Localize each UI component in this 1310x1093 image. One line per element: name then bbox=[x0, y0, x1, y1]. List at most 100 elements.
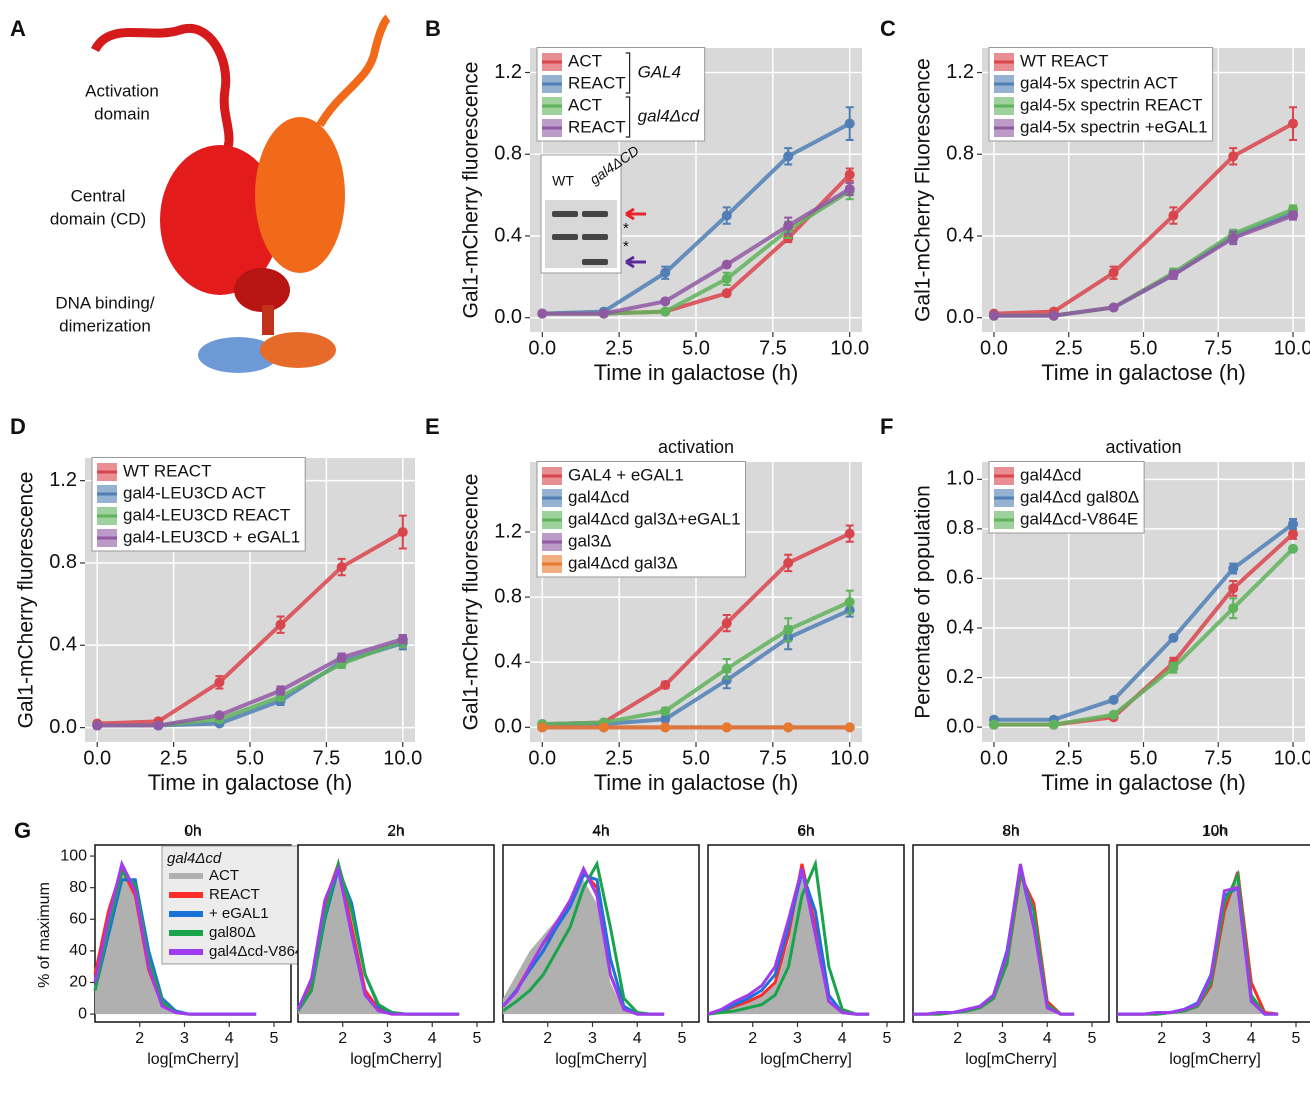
data-point bbox=[1108, 694, 1119, 705]
chart-title: activation bbox=[658, 437, 734, 457]
y-tick-label: 0.8 bbox=[494, 143, 522, 165]
data-point bbox=[660, 722, 671, 733]
inset-label: * bbox=[623, 238, 629, 255]
x-tick-label: 2.5 bbox=[605, 747, 633, 769]
x-axis-title: log[mCherry] bbox=[1169, 1051, 1261, 1068]
blot-band bbox=[552, 211, 578, 217]
dna-binding-shape bbox=[234, 268, 290, 312]
data-point bbox=[92, 720, 103, 731]
y-tick-label: 100 bbox=[60, 847, 87, 864]
facet-title: 4h bbox=[592, 823, 610, 840]
density-line bbox=[501, 865, 665, 1016]
y-tick-label: 1.2 bbox=[49, 469, 77, 491]
legend-title: gal4Δcd bbox=[167, 850, 222, 867]
x-axis-title: Time in galactose (h) bbox=[594, 770, 799, 795]
legend-group-label: GAL4 bbox=[638, 62, 681, 81]
y-tick-label: 1.0 bbox=[946, 468, 974, 490]
data-point bbox=[598, 308, 609, 319]
x-tick-label: 2 bbox=[748, 1030, 757, 1047]
central-domain-shape bbox=[255, 117, 345, 273]
x-tick-label: 5 bbox=[1292, 1030, 1301, 1047]
data-point bbox=[1228, 583, 1239, 594]
legend-label: gal4Δcd-V864E bbox=[209, 943, 313, 960]
x-tick-label: 4 bbox=[1043, 1030, 1052, 1047]
legend-group-label: gal4Δcd bbox=[638, 106, 700, 125]
y-tick-label: 80 bbox=[69, 879, 87, 896]
structure-label: DNA binding/ bbox=[55, 293, 155, 312]
y-tick-label: 0.2 bbox=[946, 666, 974, 688]
x-axis-title: Time in galactose (h) bbox=[594, 360, 799, 385]
data-point bbox=[844, 169, 855, 180]
legend-label: gal4-LEU3CD REACT bbox=[123, 505, 290, 524]
x-axis-title: Time in galactose (h) bbox=[148, 770, 353, 795]
density-line bbox=[93, 859, 257, 1016]
inset-arrow bbox=[625, 255, 646, 269]
density-area bbox=[298, 863, 460, 1015]
density-area bbox=[503, 879, 665, 1015]
legend-box bbox=[988, 46, 1214, 142]
x-tick-label: 10.0 bbox=[1274, 337, 1310, 359]
data-point bbox=[660, 296, 671, 307]
data-point bbox=[1288, 543, 1299, 554]
data-point bbox=[783, 151, 794, 162]
panel-label: F bbox=[880, 414, 893, 439]
structure-label: dimerization bbox=[59, 316, 151, 335]
x-tick-label: 3 bbox=[588, 1030, 597, 1047]
x-axis-title: log[mCherry] bbox=[350, 1051, 442, 1068]
data-point bbox=[537, 308, 548, 319]
density-line bbox=[707, 858, 870, 1016]
x-tick-label: 0.0 bbox=[528, 747, 556, 769]
data-point bbox=[660, 680, 671, 691]
panel-label: D bbox=[10, 414, 26, 439]
blot-band bbox=[582, 234, 608, 240]
x-axis-title: log[mCherry] bbox=[147, 1051, 239, 1068]
data-point bbox=[783, 220, 794, 231]
legend-label: ACT bbox=[568, 95, 602, 114]
data-point bbox=[660, 714, 671, 725]
blot-band bbox=[582, 259, 608, 265]
legend: gal4Δcd gal4Δcd gal80Δ gal4Δcd-V864E bbox=[988, 460, 1145, 534]
density-area bbox=[708, 871, 870, 1015]
x-tick-label: 2.5 bbox=[1055, 337, 1083, 359]
legend-label: REACT bbox=[209, 886, 260, 903]
dna-binding-shape bbox=[260, 332, 336, 368]
data-point bbox=[537, 722, 548, 733]
x-tick-label: 7.5 bbox=[759, 747, 787, 769]
x-tick-label: 2 bbox=[543, 1030, 552, 1047]
data-point bbox=[721, 722, 732, 733]
x-tick-label: 0.0 bbox=[980, 337, 1008, 359]
facet-title: 2h bbox=[387, 823, 405, 840]
data-point bbox=[1288, 518, 1299, 529]
data-point bbox=[844, 118, 855, 129]
legend: ACT REACT ACT REACT GAL4 gal4Δcd bbox=[536, 46, 706, 142]
data-point bbox=[721, 273, 732, 284]
data-point bbox=[721, 210, 732, 221]
data-point bbox=[1228, 563, 1239, 574]
data-point bbox=[275, 685, 286, 696]
legend-label: REACT bbox=[568, 117, 626, 136]
legend-label: GAL4 + eGAL1 bbox=[568, 465, 684, 484]
data-point bbox=[783, 557, 794, 568]
x-tick-label: 4 bbox=[633, 1030, 642, 1047]
y-tick-label: 0.4 bbox=[494, 224, 522, 246]
data-point bbox=[660, 267, 671, 278]
x-tick-label: 5.0 bbox=[682, 747, 710, 769]
data-point bbox=[1228, 151, 1239, 162]
activation-domain-shape bbox=[316, 14, 391, 128]
y-tick-label: 0.6 bbox=[946, 567, 974, 589]
density-line bbox=[707, 868, 870, 1016]
legend-bracket bbox=[625, 96, 631, 138]
y-tick-label: 1.2 bbox=[494, 61, 522, 83]
data-point bbox=[336, 562, 347, 573]
structure-label: domain bbox=[94, 104, 150, 123]
data-point bbox=[336, 652, 347, 663]
x-axis-title: Time in galactose (h) bbox=[1041, 770, 1246, 795]
legend-box bbox=[161, 845, 319, 965]
legend-label: gal4-5x spectrin REACT bbox=[1020, 95, 1202, 114]
x-tick-label: 0.0 bbox=[528, 337, 556, 359]
data-point bbox=[397, 527, 408, 538]
y-axis-title: Gal1-mCherry Fluorescence bbox=[912, 58, 935, 322]
central-domain-shape bbox=[160, 145, 280, 295]
x-tick-label: 10.0 bbox=[830, 747, 869, 769]
